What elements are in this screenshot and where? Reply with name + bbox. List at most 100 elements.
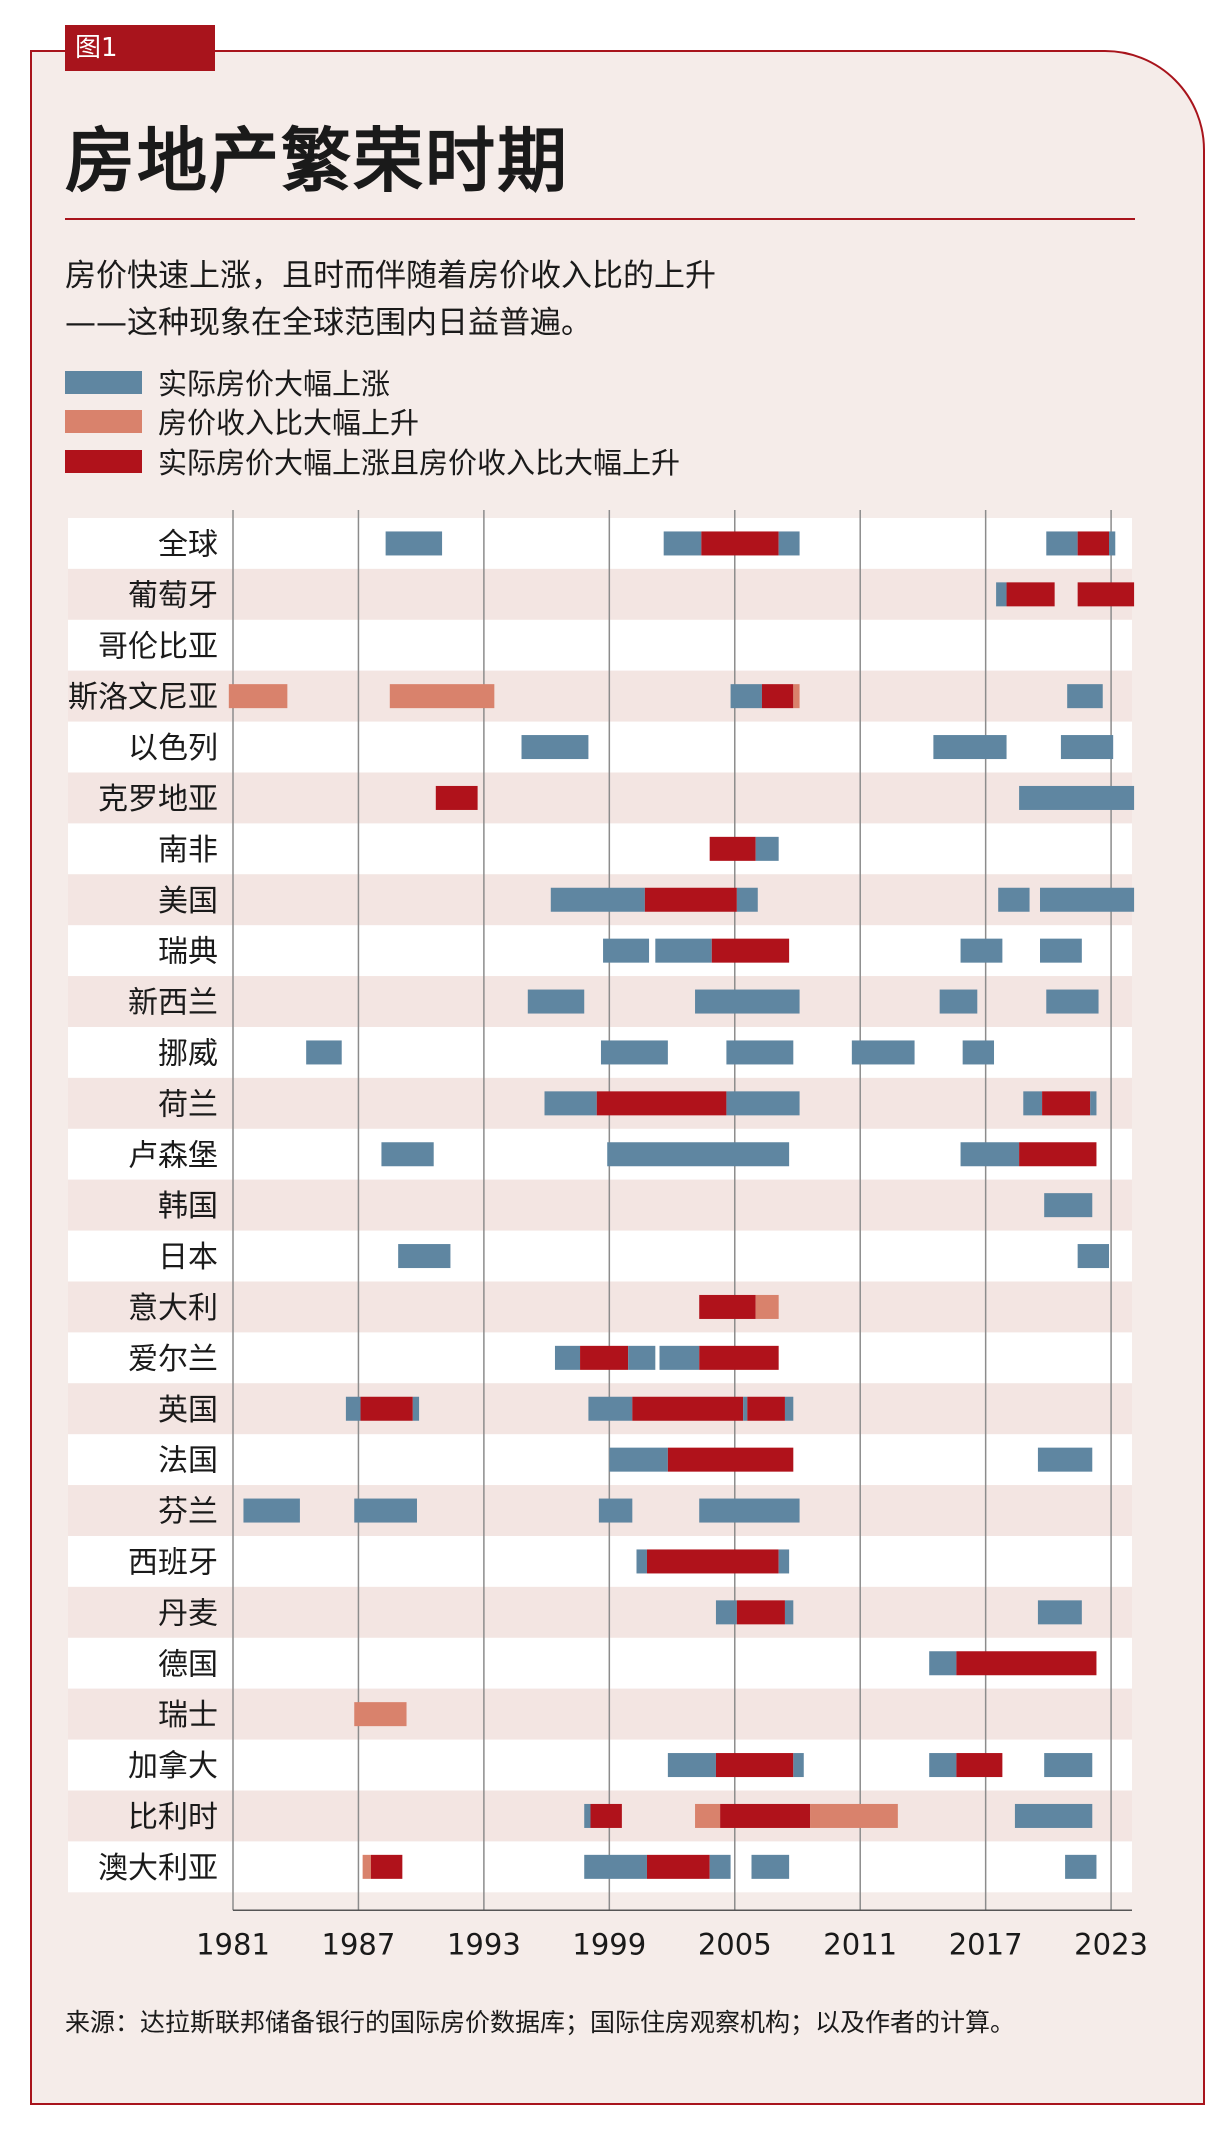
row-label: 日本 <box>158 1240 218 1275</box>
bar-blue <box>1014 1803 1093 1828</box>
row-background <box>68 1586 1132 1638</box>
bar-red <box>1042 1091 1091 1116</box>
bar-blue <box>1090 1091 1097 1116</box>
bar-red <box>632 1396 744 1421</box>
bar-blue <box>628 1345 656 1370</box>
bar-blue <box>1109 531 1116 556</box>
bar-blue <box>607 1142 790 1167</box>
bar-red <box>1077 582 1135 607</box>
bar-red <box>667 1447 794 1472</box>
bar-blue <box>715 1600 737 1625</box>
bar-blue <box>784 1600 794 1625</box>
row-background <box>68 1434 1132 1486</box>
row-background <box>68 1128 1132 1180</box>
legend-swatch-blue <box>65 370 142 394</box>
bar-blue <box>1044 1753 1093 1778</box>
bar-blue <box>784 1396 794 1421</box>
bar-blue <box>306 1040 342 1065</box>
row-label: 韩国 <box>158 1189 218 1224</box>
bar-blue <box>962 1040 995 1065</box>
bar-blue <box>243 1498 300 1523</box>
bar-blue <box>381 1142 434 1167</box>
gantt-chart: 全球葡萄牙哥伦比亚斯洛文尼亚以色列克罗地亚南非美国瑞典新西兰挪威荷兰卢森堡韩国日… <box>68 510 1148 1961</box>
row-background <box>68 518 1132 569</box>
bar-blue <box>939 989 978 1014</box>
row-label: 西班牙 <box>128 1545 218 1580</box>
bar-red <box>736 1600 785 1625</box>
bar-blue <box>636 1549 647 1574</box>
bar-red <box>596 1091 727 1116</box>
row-label: 斯洛文尼亚 <box>68 680 218 715</box>
bar-salmon <box>810 1803 898 1828</box>
row-label: 加拿大 <box>128 1749 218 1784</box>
bar-blue <box>929 1651 957 1676</box>
row-label: 瑞士 <box>158 1698 218 1733</box>
bar-blue <box>655 938 712 963</box>
bar-blue <box>412 1396 420 1421</box>
x-tick-label: 1993 <box>447 1927 521 1961</box>
bar-blue <box>851 1040 915 1065</box>
bar-red <box>720 1803 811 1828</box>
row-label: 南非 <box>158 833 218 868</box>
row-label: 全球 <box>158 527 218 562</box>
bar-blue <box>709 1854 731 1879</box>
legend-label-salmon: 房价收入比大幅上升 <box>158 406 420 440</box>
row-label: 挪威 <box>158 1036 218 1071</box>
bar-red <box>646 1549 779 1574</box>
row-label: 丹麦 <box>158 1596 218 1631</box>
bar-blue <box>554 1345 581 1370</box>
x-tick-label: 2011 <box>823 1927 897 1961</box>
bar-blue <box>398 1244 451 1269</box>
row-background <box>68 670 1132 722</box>
bar-blue <box>743 1396 748 1421</box>
row-label: 法国 <box>158 1444 218 1479</box>
legend-item-salmon: 房价收入比大幅上升 <box>65 406 419 440</box>
bar-blue <box>1065 1854 1097 1879</box>
bar-blue <box>996 582 1007 607</box>
bar-red <box>435 785 478 810</box>
bar-salmon <box>354 1702 407 1727</box>
bar-blue <box>699 1498 800 1523</box>
bar-blue <box>778 1549 790 1574</box>
bar-blue <box>598 1498 633 1523</box>
chart-title: 房地产繁荣时期 <box>65 120 569 202</box>
bar-red <box>644 887 737 912</box>
title-divider <box>65 218 1135 220</box>
row-label: 克罗地亚 <box>98 782 218 817</box>
bar-blue <box>600 1040 668 1065</box>
row-label: 芬兰 <box>158 1495 218 1530</box>
x-tick-label: 2023 <box>1074 1927 1148 1961</box>
bar-blue <box>354 1498 417 1523</box>
bar-blue <box>1040 938 1082 963</box>
bar-red <box>956 1753 1003 1778</box>
row-label: 英国 <box>158 1393 218 1428</box>
row-background <box>68 1688 1132 1740</box>
row-label: 比利时 <box>128 1800 218 1835</box>
row-background <box>68 772 1132 824</box>
bar-blue <box>726 1091 800 1116</box>
bar-salmon <box>755 1294 779 1319</box>
bar-blue <box>663 531 702 556</box>
bar-blue <box>726 1040 794 1065</box>
row-label: 荷兰 <box>158 1087 218 1122</box>
bar-red <box>370 1854 403 1879</box>
bar-salmon <box>362 1854 371 1879</box>
row-label: 意大利 <box>128 1291 218 1326</box>
legend-label-red: 实际房价大幅上涨且房价收入比大幅上升 <box>158 446 681 480</box>
legend-item-red: 实际房价大幅上涨且房价收入比大幅上升 <box>65 446 680 480</box>
row-background <box>68 1281 1132 1333</box>
row-background <box>68 1230 1132 1282</box>
bar-blue <box>1040 887 1135 912</box>
x-tick-label: 1981 <box>196 1927 270 1961</box>
bar-salmon <box>228 684 288 709</box>
bar-red <box>1077 531 1110 556</box>
row-background <box>68 568 1132 620</box>
bar-red <box>701 531 779 556</box>
legend-item-blue: 实际房价大幅上涨 <box>65 367 390 401</box>
row-background <box>68 1536 1132 1587</box>
bar-blue <box>588 1396 633 1421</box>
row-label: 德国 <box>158 1647 218 1682</box>
legend-label-blue: 实际房价大幅上涨 <box>158 367 391 401</box>
bar-blue <box>1019 785 1135 810</box>
bar-red <box>360 1396 413 1421</box>
